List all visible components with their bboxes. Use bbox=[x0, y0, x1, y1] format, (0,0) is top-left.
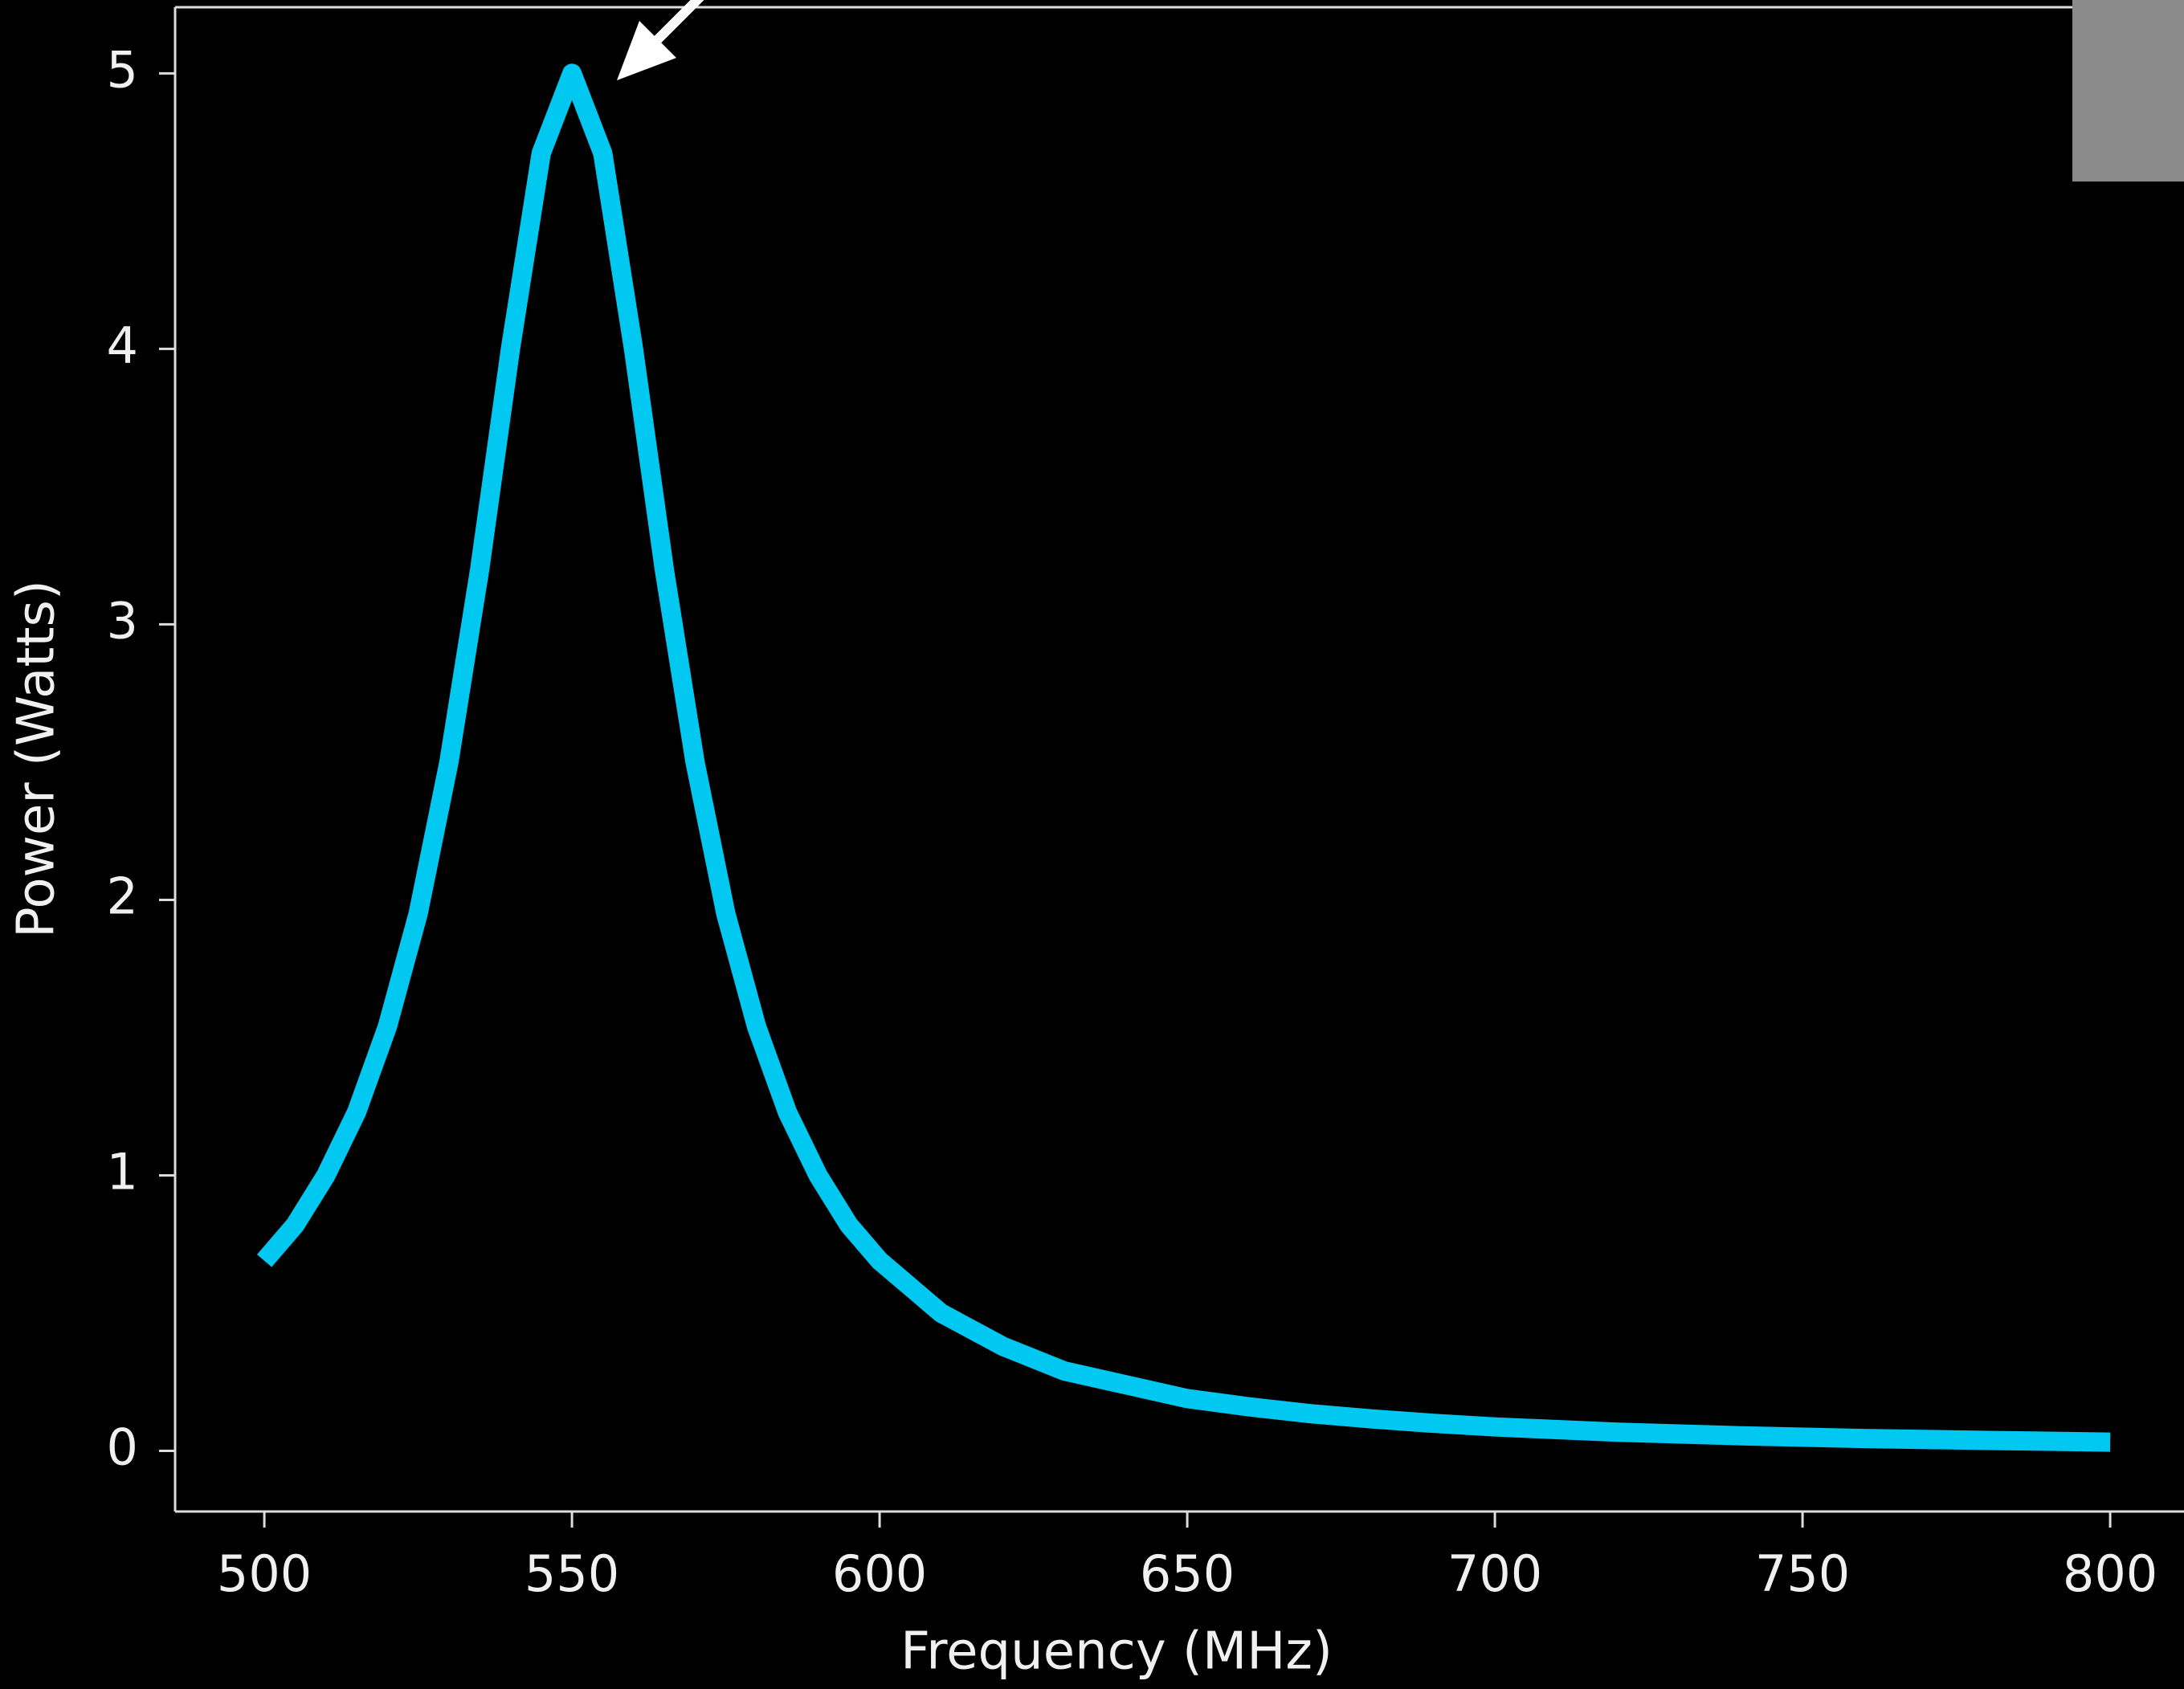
x-tick-label: 750 bbox=[1755, 1544, 1850, 1603]
y-axis-label: Power (Watts) bbox=[7, 580, 67, 938]
thumbnail bbox=[2072, 0, 2184, 182]
x-tick-label: 800 bbox=[2063, 1544, 2157, 1603]
y-tick-label: 5 bbox=[107, 40, 138, 99]
y-tick-label: 2 bbox=[107, 867, 138, 926]
annotation-arrow bbox=[617, 0, 704, 80]
x-tick-label: 650 bbox=[1140, 1544, 1235, 1603]
x-tick-label: 500 bbox=[217, 1544, 312, 1603]
x-tick-label: 600 bbox=[832, 1544, 927, 1603]
x-tick-label: 550 bbox=[525, 1544, 619, 1603]
y-tick-label: 3 bbox=[107, 592, 138, 651]
y-tick-label: 4 bbox=[107, 316, 138, 374]
x-axis-label: Frequency (MHz) bbox=[900, 1622, 1333, 1682]
power-line bbox=[256, 63, 2111, 1452]
x-tick-label: 700 bbox=[1447, 1544, 1542, 1603]
y-tick-label: 1 bbox=[107, 1143, 138, 1201]
y-tick-label: 0 bbox=[107, 1418, 138, 1477]
